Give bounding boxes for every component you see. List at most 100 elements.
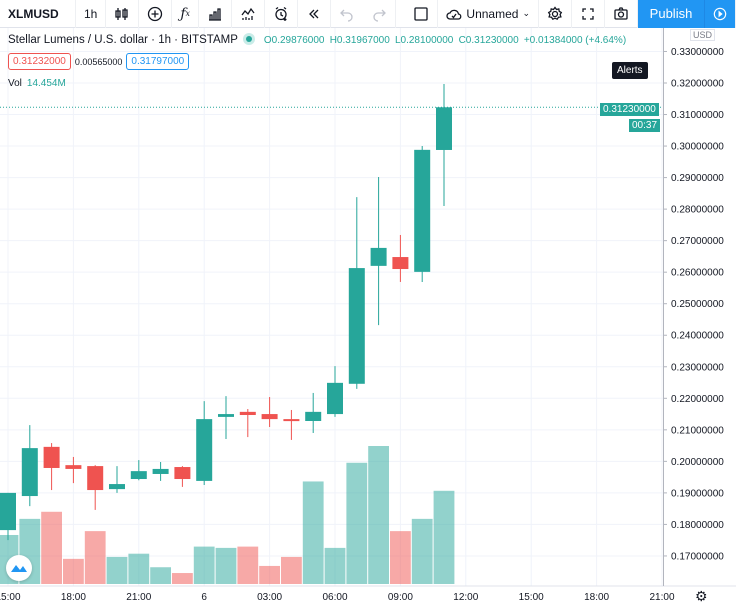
play-icon[interactable] <box>704 0 736 28</box>
candle-body <box>130 471 147 480</box>
volume-bar <box>237 546 259 584</box>
price-tick-label: 0.18000000 <box>671 520 724 531</box>
volume-bar <box>215 547 237 584</box>
price-tick-label: 0.22000000 <box>671 394 724 405</box>
undo-icon[interactable] <box>331 0 363 28</box>
time-tick-label: 15:00 <box>519 592 544 603</box>
indicators-add-icon[interactable] <box>139 0 173 28</box>
price-tick-label: 0.31000000 <box>671 110 724 121</box>
price-tick-label: 0.33000000 <box>671 47 724 58</box>
price-tick-label: 0.26000000 <box>671 268 724 279</box>
compare-icon[interactable] <box>232 0 266 28</box>
alert-icon[interactable] <box>265 0 299 28</box>
settings-icon[interactable] <box>539 0 572 28</box>
volume-bar <box>63 558 84 584</box>
financials-icon[interactable] <box>199 0 233 28</box>
volume-bar <box>433 490 455 584</box>
publish-button[interactable]: Publish <box>638 0 704 28</box>
bar-style-icon[interactable] <box>106 0 140 28</box>
volume-bar <box>411 518 433 584</box>
time-tick-label: 12:00 <box>453 592 478 603</box>
volume-value: 14.454M <box>26 78 66 89</box>
redo-icon[interactable] <box>363 0 397 28</box>
time-tick-label: 06:00 <box>322 592 347 603</box>
volume-bar <box>106 556 128 584</box>
volume-bar <box>324 547 346 584</box>
candle-body <box>261 414 278 420</box>
camera-icon[interactable] <box>605 0 638 28</box>
chart-settings-gear-icon[interactable]: ⚙ <box>695 588 708 604</box>
volume-label: Vol <box>8 78 22 89</box>
buy-price-button[interactable]: 0.31797000 <box>126 53 190 70</box>
volume-bar <box>346 462 368 584</box>
volume-bar <box>193 546 215 584</box>
price-tick-label: 0.25000000 <box>671 299 724 310</box>
candle-body <box>305 411 322 422</box>
bar-countdown: 00:37 <box>629 119 661 132</box>
fullscreen-icon[interactable] <box>572 0 605 28</box>
volume-bar <box>41 511 62 584</box>
alerts-tooltip: Alerts <box>612 62 648 79</box>
chart-legend: Stellar Lumens / U.S. dollar · 1h · BITS… <box>8 34 626 46</box>
candle-body <box>239 411 256 416</box>
ohlc-open: O0.29876000 <box>263 35 325 46</box>
time-tick-label: 18:00 <box>584 592 609 603</box>
candle-body <box>152 468 169 474</box>
candle-body <box>87 466 104 491</box>
symbol-title[interactable]: Stellar Lumens / U.S. dollar · 1h · BITS… <box>8 34 238 46</box>
time-tick-label: 21:00 <box>649 592 674 603</box>
layout-name: Unnamed <box>466 6 519 21</box>
price-tick-label: 0.29000000 <box>671 173 724 184</box>
tradingview-logo-icon[interactable] <box>6 555 32 581</box>
price-tick-label: 0.19000000 <box>671 488 724 499</box>
volume-bar <box>259 565 280 584</box>
time-tick-label: 18:00 <box>61 592 86 603</box>
price-tick-label: 0.30000000 <box>671 142 724 153</box>
price-axis-border <box>663 28 664 586</box>
candle-body <box>65 465 82 469</box>
sell-price-button[interactable]: 0.31232000 <box>8 53 71 70</box>
ohlc-close: C0.31230000 <box>458 35 519 46</box>
price-tick-label: 0.32000000 <box>671 79 724 90</box>
candle-body <box>196 419 213 481</box>
candle-body <box>174 467 191 480</box>
time-tick-label: 21:00 <box>126 592 151 603</box>
price-tick-label: 0.21000000 <box>671 425 724 436</box>
volume-bar <box>390 531 411 584</box>
price-tick-label: 0.20000000 <box>671 457 724 468</box>
time-tick-label: 15:00 <box>0 592 21 603</box>
bid-ask-panel: 0.31232000 0.00565000 0.31797000 <box>8 53 190 70</box>
ohlc-high: H0.31967000 <box>329 35 390 46</box>
volume-bar <box>150 567 171 584</box>
price-tick-label: 0.24000000 <box>671 331 724 342</box>
chevron-down-icon: ⌄ <box>522 8 530 18</box>
candle-body <box>327 382 343 415</box>
replay-icon[interactable] <box>298 0 332 28</box>
price-tick-label: 0.17000000 <box>671 551 724 562</box>
price-tick-label: 0.23000000 <box>671 362 724 373</box>
layout-square-icon[interactable] <box>405 0 439 28</box>
candle-body <box>109 484 125 490</box>
currency-label[interactable]: USD <box>690 29 716 41</box>
cloud-save-icon <box>446 9 462 20</box>
layout-save-button[interactable]: Unnamed ⌄ <box>438 0 539 28</box>
candle-body <box>0 492 16 531</box>
volume-bar <box>172 573 193 584</box>
time-tick-label: 03:00 <box>257 592 282 603</box>
volume-bar <box>368 446 389 584</box>
volume-bar <box>84 531 106 584</box>
volume-bar <box>128 553 150 584</box>
symbol-search-button[interactable]: XLMUSD <box>0 0 76 28</box>
ohlc-change: +0.01384000 (+4.64%) <box>523 35 627 46</box>
price-tick-label: 0.28000000 <box>671 205 724 216</box>
interval-button[interactable]: 1h <box>76 0 107 28</box>
market-open-icon <box>245 36 252 42</box>
candle-body <box>436 107 452 150</box>
volume-legend: Vol 14.454M <box>8 78 66 89</box>
candle-body <box>370 247 387 266</box>
candle-body <box>414 149 431 272</box>
ohlc-low: L0.28100000 <box>394 35 454 46</box>
